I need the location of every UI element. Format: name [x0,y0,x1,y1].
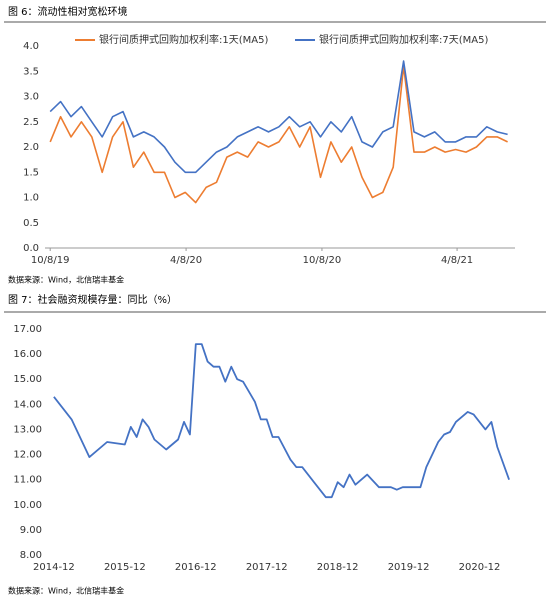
series-line [49,65,508,204]
x-tick-label: 2014-12 [33,562,75,573]
y-tick-label: 1.0 [23,193,39,204]
y-tick-label: 17.00 [13,324,42,335]
x-tick-label: 4/8/20 [170,255,202,266]
series-line [53,343,510,499]
y-tick-label: 3.5 [23,66,39,77]
y-tick-label: 2.0 [23,142,39,153]
y-tick-label: 10.00 [13,500,42,511]
x-tick-label: 2017-12 [246,562,288,573]
y-tick-label: 14.00 [13,399,42,410]
legend-label: 银行间质押式回购加权利率:7天(MA5) [319,33,488,46]
y-tick-label: 0.0 [23,243,39,254]
y-tick-label: 4.0 [23,41,39,52]
y-tick-label: 9.00 [20,525,42,536]
y-tick-label: 3.0 [23,92,39,103]
y-tick-label: 13.00 [13,424,42,435]
series-line [49,60,508,174]
legend-label: 银行间质押式回购加权利率:1天(MA5) [99,33,268,46]
source-note: 数据来源：Wind，北信瑞丰基金 [8,275,124,285]
y-tick-label: 0.5 [23,218,39,229]
y-tick-label: 1.5 [23,167,39,178]
x-tick-label: 4/8/21 [441,255,473,266]
x-tick-label: 10/8/19 [31,255,70,266]
y-tick-label: 11.00 [13,475,42,486]
x-tick-label: 2015-12 [104,562,146,573]
x-tick-label: 2020-12 [459,562,501,573]
source-note: 数据来源：Wind，北信瑞丰基金 [8,586,124,596]
y-tick-label: 16.00 [13,349,42,360]
chart-title: 图 7：社会融资规模存量：同比（%） [8,293,177,306]
y-tick-label: 15.00 [13,374,42,385]
x-tick-label: 2018-12 [317,562,359,573]
chart-title: 图 6：流动性相对宽松环境 [8,5,128,18]
y-tick-label: 12.00 [13,450,42,461]
y-tick-label: 2.5 [23,117,39,128]
x-tick-label: 2019-12 [388,562,430,573]
y-tick-label: 8.00 [20,550,42,561]
x-tick-label: 2016-12 [175,562,217,573]
x-tick-label: 10/8/20 [303,255,342,266]
